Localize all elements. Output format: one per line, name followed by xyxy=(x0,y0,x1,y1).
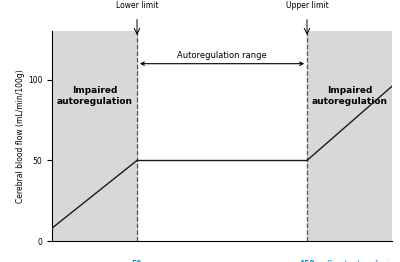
Text: Impaired
autoregulation: Impaired autoregulation xyxy=(56,86,132,106)
Text: Cerebral perfusion pressure (mmHg): Cerebral perfusion pressure (mmHg) xyxy=(327,260,400,262)
Bar xyxy=(307,31,392,241)
Text: Lower limit: Lower limit xyxy=(116,2,158,10)
Text: Impaired
autoregulation: Impaired autoregulation xyxy=(312,86,388,106)
Text: Upper limit: Upper limit xyxy=(286,2,328,10)
Y-axis label: Cerebral blood flow (mL/min/100g): Cerebral blood flow (mL/min/100g) xyxy=(16,69,25,203)
Bar xyxy=(52,31,137,241)
Text: Autoregulation range: Autoregulation range xyxy=(177,51,267,61)
Text: 50: 50 xyxy=(132,260,142,262)
Text: 150: 150 xyxy=(299,260,315,262)
